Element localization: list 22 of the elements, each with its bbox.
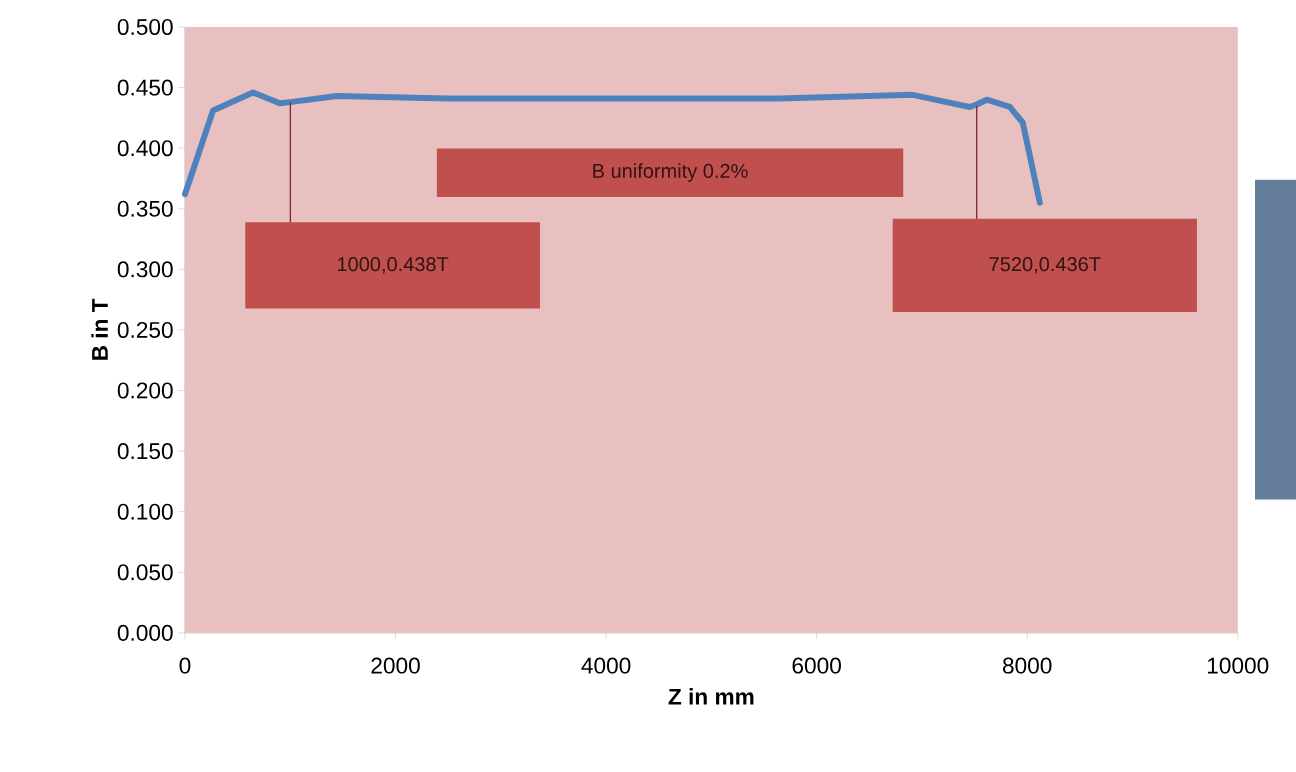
x-tick-label: 6000: [792, 657, 841, 674]
y-tick-label: 0.000: [117, 624, 173, 641]
y-tick-label: 0.200: [117, 382, 173, 399]
annotation: 7520,0.436T: [989, 257, 1101, 274]
x-tick-label: 10000: [1207, 657, 1269, 674]
x-tick-label: 4000: [581, 657, 631, 674]
y-tick-label: 0.450: [117, 79, 173, 96]
y-axis-title: B in T: [91, 298, 108, 360]
annotation: B uniformity 0.2%: [593, 163, 748, 183]
x-tick-label: 0: [179, 657, 191, 674]
x-tick-label: 8000: [1002, 657, 1052, 674]
y-tick-label: 0.300: [117, 261, 173, 278]
y-tick-label: 0.150: [117, 443, 173, 460]
x-tick-label: 2000: [371, 657, 420, 674]
y-tick-label: 0.500: [117, 19, 173, 36]
annotation: 1000,0.438T: [338, 257, 449, 274]
x-axis-title: Z in mm: [668, 688, 754, 705]
y-tick-label: 0.400: [117, 140, 173, 157]
y-tick-label: 0.100: [117, 503, 173, 520]
y-tick-label: 0.050: [117, 564, 173, 581]
y-tick-label: 0.250: [117, 321, 173, 339]
y-tick-label: 0.350: [117, 200, 173, 217]
